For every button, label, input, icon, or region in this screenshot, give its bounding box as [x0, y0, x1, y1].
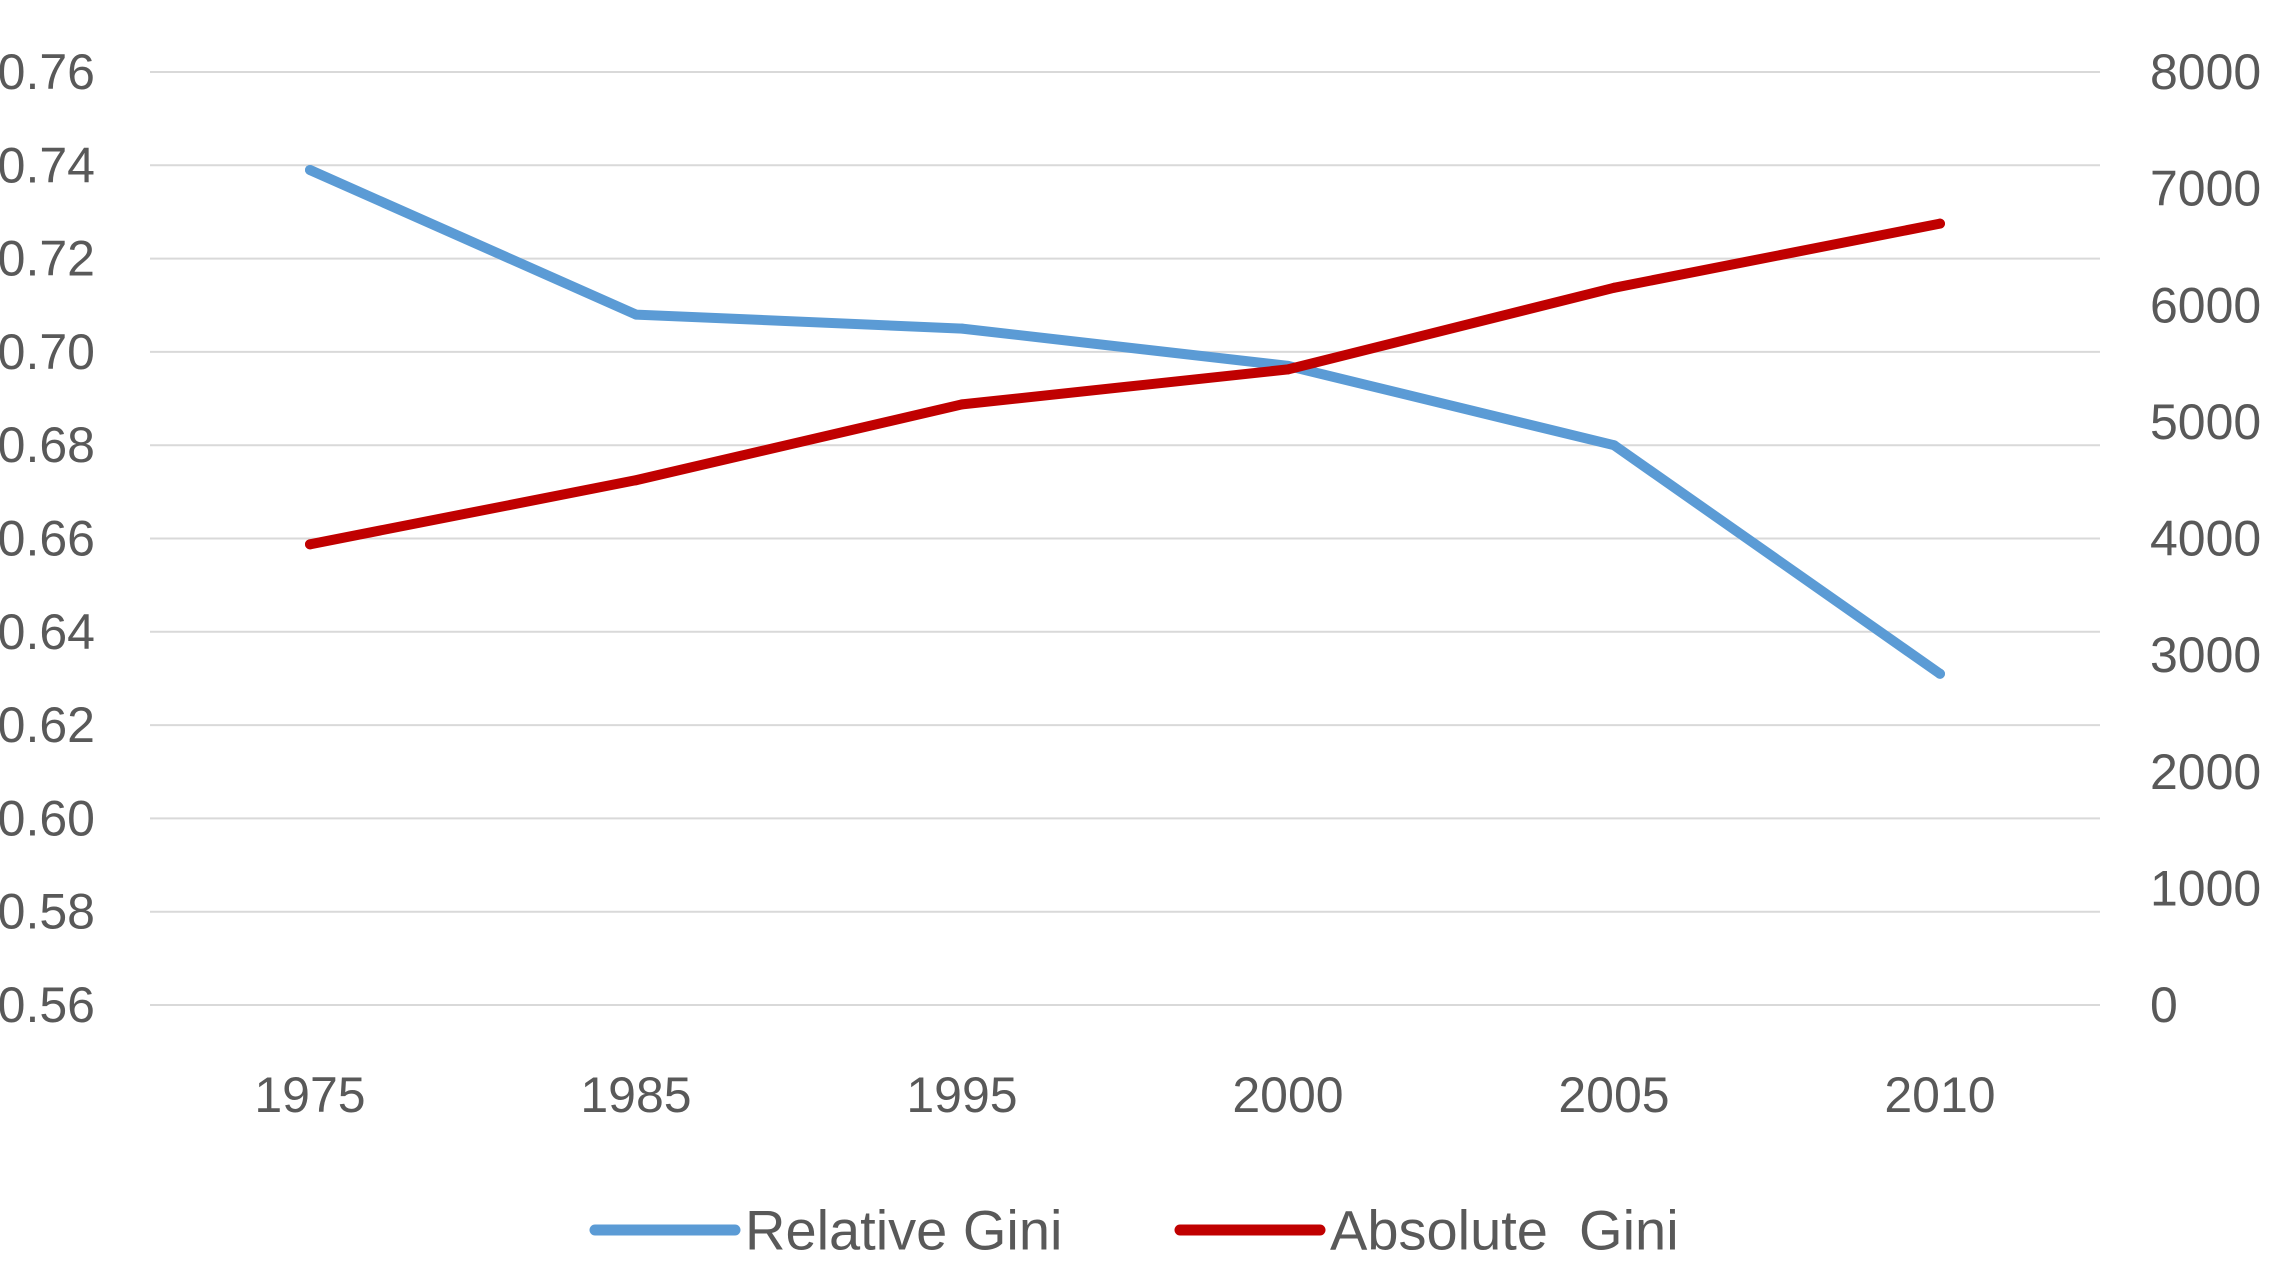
right-tick-label: 7000	[2150, 161, 2261, 217]
legend-label: Absolute Gini	[1330, 1199, 1679, 1262]
right-tick-label: 1000	[2150, 860, 2261, 916]
right-tick-label: 8000	[2150, 44, 2261, 100]
data-point	[957, 323, 967, 334]
right-tick-label: 2000	[2150, 744, 2261, 800]
x-tick-label: 1995	[906, 1067, 1017, 1123]
data-point	[305, 539, 315, 550]
data-point	[957, 399, 967, 410]
right-tick-label: 5000	[2150, 394, 2261, 450]
gridlines	[150, 71, 2100, 1006]
right-tick-label: 3000	[2150, 627, 2261, 683]
x-tick-label: 1985	[580, 1067, 691, 1123]
left-axis: 0.56 0.58 0.60 0.62 0.64 0.66 0.68 0.70 0.72 0.74…	[0, 44, 95, 1033]
right-axis: 0 1000 2000 3000 4000 5000 6000 7000 8000	[2150, 44, 2261, 1033]
x-tick-label: 2000	[1232, 1067, 1343, 1123]
legend-item-relative-gini: Relative Gini	[589, 1199, 1062, 1262]
legend-item-absolute-gini: Absolute Gini	[1174, 1199, 1679, 1262]
left-tick-label: 0.60	[0, 790, 95, 846]
data-point	[1283, 364, 1293, 375]
left-tick-label: 0.62	[0, 697, 95, 753]
left-tick-label: 0.64	[0, 604, 95, 660]
left-tick-label: 0.74	[0, 137, 95, 193]
series-lines	[305, 164, 1945, 679]
left-tick-label: 0.68	[0, 417, 95, 473]
x-tick-label: 1975	[254, 1067, 365, 1123]
right-tick-label: 4000	[2150, 511, 2261, 567]
data-point	[631, 309, 641, 320]
data-point	[305, 164, 315, 175]
left-tick-label: 0.76	[0, 44, 95, 100]
legend-label: Relative Gini	[745, 1199, 1062, 1262]
left-tick-label: 0.72	[0, 231, 95, 287]
data-point	[1935, 218, 1945, 229]
left-tick-label: 0.58	[0, 884, 95, 940]
right-tick-label: 0	[2150, 977, 2178, 1033]
data-point	[1935, 668, 1945, 679]
data-point	[1609, 282, 1619, 293]
x-axis: 1975 1985 1995 2000 2005 2010	[254, 1067, 1995, 1123]
left-tick-label: 0.56	[0, 977, 95, 1033]
series-line-absolute-gini	[305, 218, 1945, 550]
left-tick-label: 0.66	[0, 511, 95, 567]
right-tick-label: 6000	[2150, 277, 2261, 333]
data-point	[1609, 440, 1619, 451]
x-tick-label: 2005	[1558, 1067, 1669, 1123]
series-line-relative-gini	[305, 165, 1945, 679]
legend: Relative Gini Absolute Gini	[589, 1199, 1679, 1262]
data-point	[631, 475, 641, 486]
left-tick-label: 0.70	[0, 324, 95, 380]
x-tick-label: 2010	[1884, 1067, 1995, 1123]
